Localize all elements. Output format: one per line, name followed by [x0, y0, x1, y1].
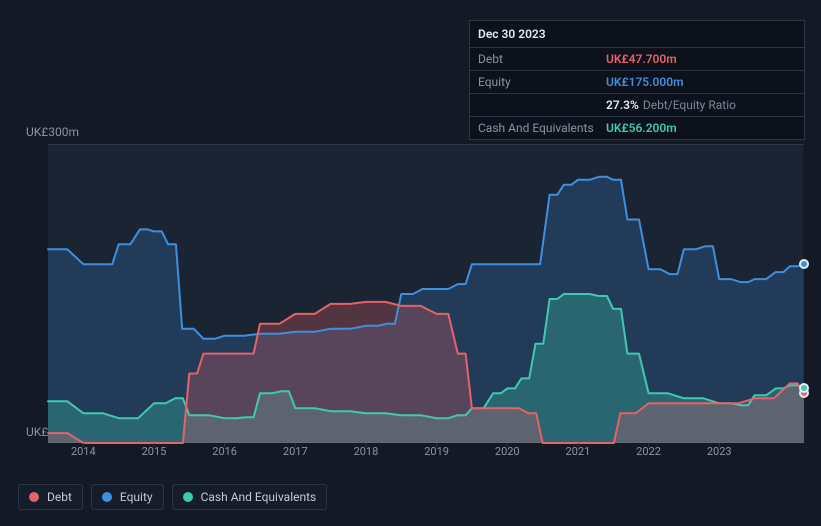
x-tick-label: 2018 — [354, 445, 379, 458]
legend-dot-icon — [29, 492, 39, 502]
info-row-debt: Debt UK£47.700m — [470, 48, 804, 71]
chart-svg — [48, 145, 804, 443]
x-tick-label: 2022 — [636, 445, 661, 458]
x-tick-label: 2017 — [283, 445, 308, 458]
info-label: Equity — [478, 75, 606, 89]
legend-dot-icon — [183, 492, 193, 502]
legend-label: Cash And Equivalents — [201, 490, 317, 504]
info-ratio-text: Debt/Equity Ratio — [643, 98, 736, 112]
info-row-equity: Equity UK£175.000m — [470, 71, 804, 94]
info-value-cash: UK£56.200m — [606, 121, 677, 135]
x-tick-label: 2019 — [424, 445, 449, 458]
x-tick-label: 2023 — [707, 445, 732, 458]
legend-item-equity[interactable]: Equity — [91, 484, 164, 510]
info-ratio-pct: 27.3% — [606, 98, 639, 112]
info-label: Cash And Equivalents — [478, 121, 606, 135]
x-tick-label: 2014 — [71, 445, 96, 458]
info-row-cash: Cash And Equivalents UK£56.200m — [470, 117, 804, 139]
x-tick-label: 2020 — [495, 445, 520, 458]
info-date: Dec 30 2023 — [470, 21, 804, 48]
x-tick-label: 2015 — [142, 445, 167, 458]
x-axis: 2014 2015 2016 2017 2018 2019 2020 2021 2022 2023 — [48, 445, 804, 463]
y-axis-label-top: UK£300m — [26, 125, 79, 139]
legend-label: Equity — [120, 490, 153, 504]
info-value-equity: UK£175.000m — [606, 75, 684, 89]
legend-dot-icon — [102, 492, 112, 502]
info-label: Debt — [478, 52, 606, 66]
chart-plot[interactable] — [48, 144, 804, 442]
legend-item-cash[interactable]: Cash And Equivalents — [172, 484, 328, 510]
x-tick-label: 2021 — [566, 445, 591, 458]
info-row-ratio: 27.3% Debt/Equity Ratio — [470, 94, 804, 117]
series-end-marker — [799, 383, 809, 393]
info-panel: Dec 30 2023 Debt UK£47.700m Equity UK£17… — [469, 20, 805, 140]
x-tick-label: 2016 — [212, 445, 237, 458]
legend: Debt Equity Cash And Equivalents — [18, 484, 327, 510]
legend-item-debt[interactable]: Debt — [18, 484, 83, 510]
series-end-marker — [799, 259, 809, 269]
info-value-debt: UK£47.700m — [606, 52, 677, 66]
legend-label: Debt — [47, 490, 72, 504]
